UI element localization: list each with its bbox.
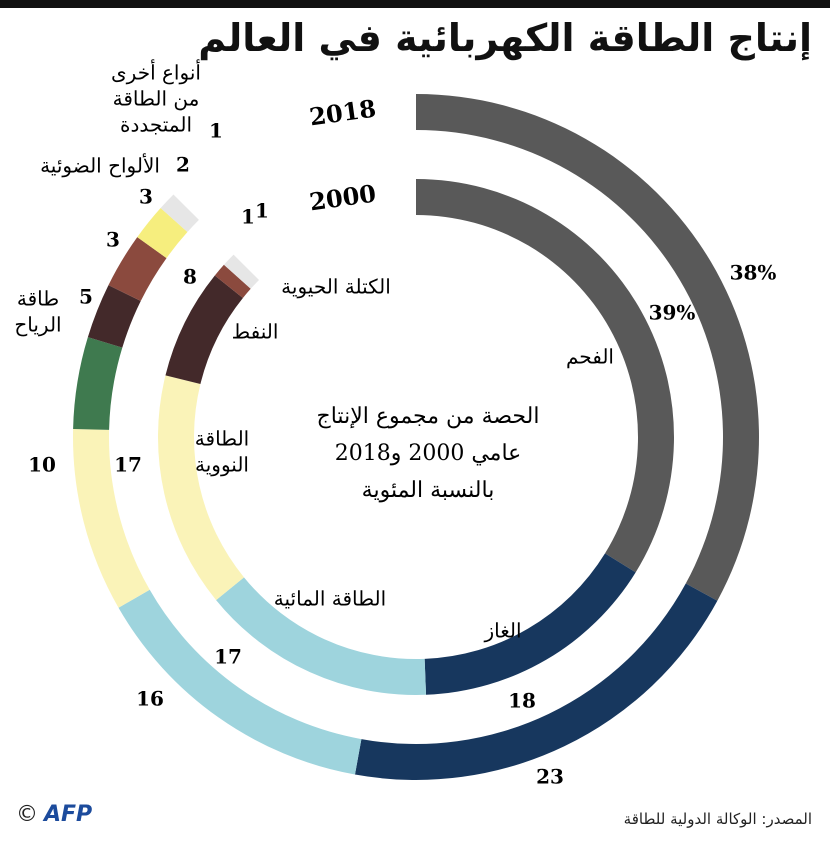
annotation-gas: الغاز bbox=[483, 619, 521, 643]
value-label-2000-oil: 8 bbox=[183, 265, 197, 289]
annotation-other: من الطاقة bbox=[113, 87, 200, 111]
segment-2000-other bbox=[223, 254, 260, 289]
annotation-coal: الفحم bbox=[566, 345, 614, 369]
value-label-2018-coal: 38% bbox=[730, 261, 777, 285]
top-bar bbox=[0, 0, 830, 8]
annotation-other: أنواع أخرى bbox=[111, 59, 201, 85]
segment-2000-oil bbox=[165, 275, 243, 385]
chart-title: إنتاج الطاقة الكهربائية في العالم bbox=[198, 16, 812, 60]
value-label-2000-nuclear: 17 bbox=[114, 453, 142, 477]
annotation-wind: طاقة bbox=[17, 287, 59, 311]
value-label-2018-hydro: 16 bbox=[136, 687, 164, 711]
annotation-other: المتجددة bbox=[120, 113, 192, 137]
annotation-hydro: الطاقة المائية bbox=[274, 587, 386, 611]
annotation-oil: النفط bbox=[232, 320, 279, 344]
value-label-2018-oil: 3 bbox=[106, 228, 120, 252]
center-label-line-2: عامي 2000 و2018 bbox=[335, 441, 522, 466]
segment-2000-biomass bbox=[214, 264, 251, 299]
value-label-2000-coal: 39% bbox=[649, 301, 696, 325]
segment-2018-oil bbox=[87, 285, 141, 348]
source-note: المصدر: الوكالة الدولية للطاقة bbox=[623, 810, 812, 828]
annotation-nuclear: النووية bbox=[195, 453, 249, 477]
center-label-line-1: الحصة من مجموع الإنتاج bbox=[317, 404, 540, 429]
center-label-line-3: بالنسبة المئوية bbox=[362, 478, 495, 503]
segment-2018-other bbox=[160, 194, 199, 233]
annotation-wind: الرياح bbox=[14, 313, 61, 337]
annotation-solar: الألواح الضوئية bbox=[40, 153, 160, 178]
value-label-2018-gas: 23 bbox=[536, 765, 564, 789]
annotation-biomass: الكتلة الحيوية bbox=[281, 275, 391, 299]
segment-2018-nuclear bbox=[73, 428, 150, 608]
value-label-2018-biomass: 3 bbox=[139, 185, 153, 209]
segment-2018-hydro bbox=[118, 589, 362, 775]
segment-2018-gas bbox=[354, 583, 718, 781]
segment-2018-coal bbox=[416, 94, 759, 601]
segment-2000-coal bbox=[416, 179, 674, 573]
annotation-nuclear: الطاقة bbox=[195, 427, 249, 451]
logo-text: AFP bbox=[44, 802, 93, 827]
value-label-2000-hydro: 17 bbox=[214, 645, 242, 669]
value-label-2018-other: 1 bbox=[209, 119, 223, 143]
segment-2018-biomass bbox=[108, 237, 167, 302]
afp-logo: © AFP bbox=[16, 802, 92, 827]
value-label-2000-gas: 18 bbox=[508, 689, 536, 713]
segment-2000-nuclear bbox=[157, 375, 244, 601]
segment-2018-wind bbox=[73, 337, 123, 430]
copyright-symbol: © bbox=[16, 802, 38, 827]
year-label-2018: 2018 bbox=[308, 93, 378, 131]
value-label-2018-nuclear: 10 bbox=[28, 453, 56, 477]
segment-2000-gas bbox=[424, 553, 636, 695]
value-label-2018-wind: 5 bbox=[79, 285, 93, 309]
value-label-2018-solar: 2 bbox=[176, 153, 190, 177]
value-label-2000-other: 1 bbox=[255, 199, 269, 223]
value-label-2000-biomass: 1 bbox=[241, 205, 255, 229]
segment-2018-solar bbox=[137, 208, 188, 259]
year-label-2000: 2000 bbox=[308, 178, 378, 216]
segment-2000-hydro bbox=[216, 577, 427, 695]
